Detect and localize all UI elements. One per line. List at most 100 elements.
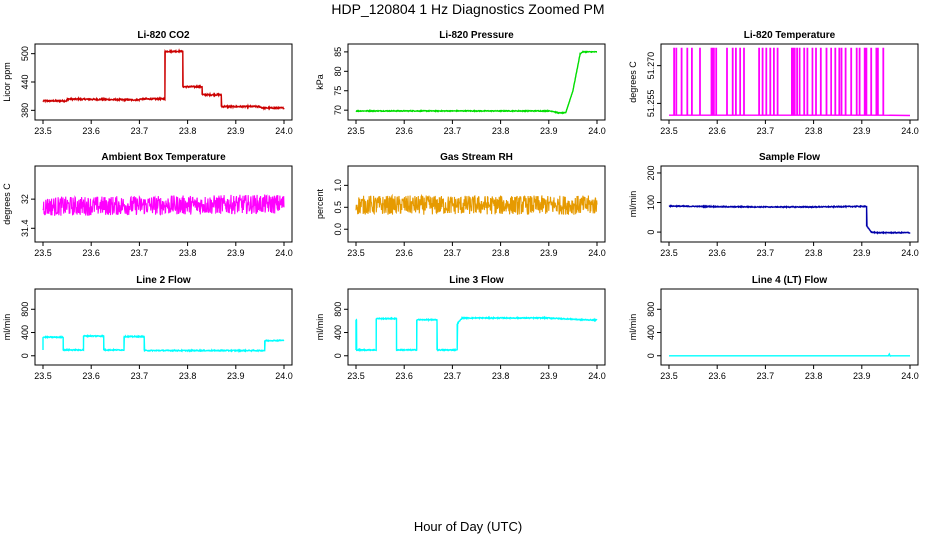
y-tick-label: 0 xyxy=(646,230,656,235)
x-tick-label: 23.5 xyxy=(660,248,678,258)
series-line xyxy=(42,48,285,111)
panel-title: Sample Flow xyxy=(759,152,820,163)
panel-2: Li-820 Pressure 23.5 23.6 23.7 23.8 23.9 24.0 7… xyxy=(315,30,606,136)
panel-title: Li-820 Pressure xyxy=(439,30,514,41)
figure-xlabel: Hour of Day (UTC) xyxy=(414,519,522,534)
x-tick-label: 23.7 xyxy=(131,371,149,381)
x-tick-label: 23.7 xyxy=(757,371,775,381)
panel-6: Sample Flow 23.5 23.6 23.7 23.8 23.9 24.0 0 100 2… xyxy=(628,152,919,258)
x-tick-label: 24.0 xyxy=(275,248,293,258)
x-tick-label: 23.5 xyxy=(347,248,365,258)
x-tick-label: 23.8 xyxy=(179,371,197,381)
x-tick-label: 23.8 xyxy=(805,371,823,381)
plot-frame xyxy=(660,288,919,366)
x-tick-label: 23.5 xyxy=(660,126,678,136)
panel-title: Li-820 CO2 xyxy=(137,30,190,41)
panel-5: Gas Stream RH 23.5 23.6 23.7 23.8 23.9 24.0 0.0… xyxy=(315,152,606,258)
y-tick-label: 0 xyxy=(646,353,656,358)
x-tick-label: 23.5 xyxy=(347,126,365,136)
x-tick-label: 23.7 xyxy=(131,248,149,258)
y-tick-label: 200 xyxy=(646,165,656,180)
y-tick-label: 32 xyxy=(20,194,30,204)
series-line xyxy=(668,204,911,235)
y-axis-label: ml/min xyxy=(315,314,325,341)
y-axis-label: ml/min xyxy=(628,314,638,341)
y-tick-label: 100 xyxy=(646,195,656,210)
x-tick-label: 23.6 xyxy=(395,126,413,136)
y-tick-label: 500 xyxy=(20,46,30,61)
x-tick-label: 24.0 xyxy=(901,371,919,381)
x-tick-label: 23.8 xyxy=(492,371,510,381)
x-tick-label: 23.6 xyxy=(708,371,726,381)
plot-frame xyxy=(34,165,293,243)
y-tick-label: 380 xyxy=(20,103,30,118)
panel-3: Li-820 Temperature 23.5 23.6 23.7 23.8 23.9 24… xyxy=(628,30,919,136)
panel-title: Line 3 Flow xyxy=(449,275,504,286)
panel-title: Line 4 (LT) Flow xyxy=(752,275,828,286)
x-tick-label: 24.0 xyxy=(588,248,606,258)
y-axis-label: ml/min xyxy=(2,314,12,341)
y-axis-label: degrees C xyxy=(2,183,12,225)
x-tick-label: 23.6 xyxy=(395,371,413,381)
y-tick-label: 0.5 xyxy=(333,201,343,214)
y-tick-label: 75 xyxy=(333,86,343,96)
panel-4: Ambient Box Temperature 23.5 23.6 23.7 23.8 2… xyxy=(2,152,293,258)
y-tick-label: 0 xyxy=(20,353,30,358)
series-line xyxy=(355,50,598,115)
series-line xyxy=(669,47,911,117)
x-tick-label: 23.7 xyxy=(444,371,462,381)
plot-frame xyxy=(660,43,919,121)
y-tick-label: 400 xyxy=(20,325,30,340)
y-axis-label: degrees C xyxy=(628,61,638,103)
x-tick-label: 23.9 xyxy=(853,126,871,136)
y-tick-label: 51.270 xyxy=(646,52,656,80)
y-tick-label: 440 xyxy=(20,74,30,89)
y-tick-label: 800 xyxy=(646,302,656,317)
x-tick-label: 23.6 xyxy=(82,371,100,381)
x-tick-label: 23.9 xyxy=(227,371,245,381)
x-tick-label: 24.0 xyxy=(901,126,919,136)
x-tick-label: 23.6 xyxy=(395,248,413,258)
panel-8: Line 3 Flow 23.5 23.6 23.7 23.8 23.9 24.0 0 400 8… xyxy=(315,275,606,381)
y-tick-label: 31.4 xyxy=(20,220,30,238)
x-tick-label: 24.0 xyxy=(588,126,606,136)
x-tick-label: 23.5 xyxy=(34,248,52,258)
plot-frame xyxy=(34,43,293,121)
x-tick-label: 23.9 xyxy=(853,371,871,381)
panel-1: Li-820 CO2 23.5 23.6 23.7 23.8 23.9 24.0 380 440… xyxy=(2,30,293,136)
y-axis-label: Licor ppm xyxy=(2,62,12,102)
x-tick-label: 24.0 xyxy=(588,371,606,381)
series-line xyxy=(669,352,910,358)
x-tick-label: 23.9 xyxy=(227,126,245,136)
y-axis-label: percent xyxy=(315,188,325,219)
panel-title: Ambient Box Temperature xyxy=(101,152,226,163)
y-tick-label: 80 xyxy=(333,66,343,76)
plot-frame xyxy=(347,288,606,366)
x-tick-label: 23.8 xyxy=(179,248,197,258)
x-tick-label: 23.9 xyxy=(540,371,558,381)
x-tick-label: 23.7 xyxy=(444,248,462,258)
x-tick-label: 24.0 xyxy=(901,248,919,258)
x-tick-label: 23.6 xyxy=(708,248,726,258)
y-axis-label: kPa xyxy=(315,74,325,90)
x-tick-label: 23.8 xyxy=(492,248,510,258)
x-tick-label: 23.6 xyxy=(82,248,100,258)
x-tick-label: 23.5 xyxy=(34,371,52,381)
y-tick-label: 400 xyxy=(646,325,656,340)
y-tick-label: 0 xyxy=(333,353,343,358)
x-tick-label: 23.6 xyxy=(82,126,100,136)
x-tick-label: 23.5 xyxy=(660,371,678,381)
y-tick-label: 800 xyxy=(333,302,343,317)
panel-9: Line 4 (LT) Flow 23.5 23.6 23.7 23.8 23.9 24.0… xyxy=(628,275,919,381)
plot-frame xyxy=(34,288,293,366)
panel-title: Li-820 Temperature xyxy=(744,30,836,41)
figure-title: HDP_120804 1 Hz Diagnostics Zoomed PM xyxy=(331,1,604,17)
series-line xyxy=(42,334,285,354)
y-tick-label: 0.0 xyxy=(333,223,343,236)
plot-frame xyxy=(347,43,606,121)
series-line xyxy=(42,194,285,216)
y-tick-label: 400 xyxy=(333,325,343,340)
y-tick-label: 51.255 xyxy=(646,90,656,118)
x-tick-label: 23.8 xyxy=(805,126,823,136)
x-tick-label: 23.6 xyxy=(708,126,726,136)
